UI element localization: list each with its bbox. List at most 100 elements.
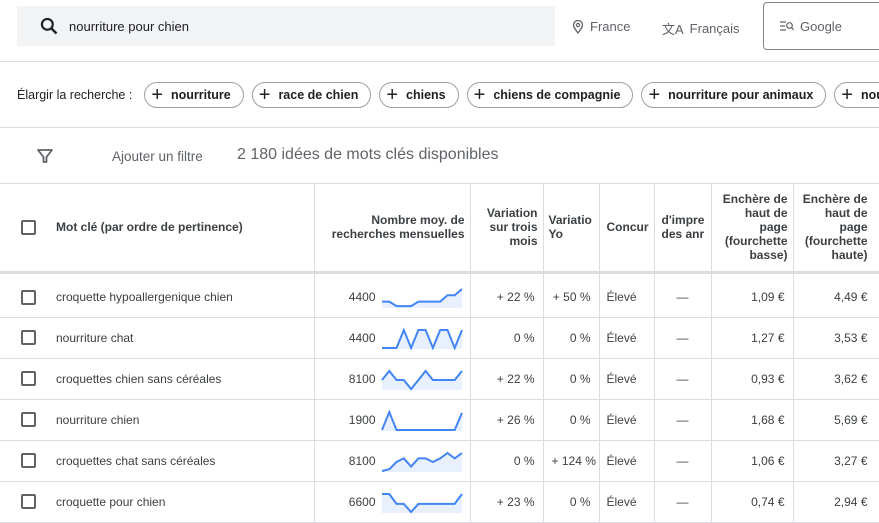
search-input[interactable]: nourriture pour chien	[17, 6, 555, 46]
broaden-chip[interactable]: + race de chien	[251, 81, 372, 108]
header-bid-low[interactable]: Enchère de haut de page (fourchette bass…	[711, 184, 794, 274]
three-month-change: + 26 %	[470, 399, 544, 441]
three-month-change: + 22 %	[470, 358, 544, 400]
language-selector[interactable]: 文A Français	[662, 19, 740, 38]
yoy-change: 0 %	[543, 481, 600, 523]
row-checkbox[interactable]	[0, 317, 46, 359]
table-row[interactable]: croquette hypoallergenique chien 4400 + 22…	[0, 272, 879, 318]
location-label: France	[590, 19, 631, 34]
sparkline-area	[381, 493, 462, 513]
impression-share: —	[654, 399, 712, 441]
keyword-cell[interactable]: croquette hypoallergenique chien	[46, 272, 315, 318]
header-yoy[interactable]: Variatio Yo	[543, 184, 600, 274]
header-keyword[interactable]: Mot clé (par ordre de pertinence)	[46, 184, 315, 274]
location-pin-icon	[572, 19, 584, 34]
row-checkbox[interactable]	[0, 272, 46, 318]
plus-icon: +	[386, 83, 399, 106]
bid-high: 3,53 €	[793, 317, 879, 359]
three-month-change: 0 %	[470, 317, 544, 359]
bid-high: 3,27 €	[793, 440, 879, 482]
keyword-cell[interactable]: croquettes chat sans céréales	[46, 440, 315, 482]
chip-label: nourriture	[171, 87, 231, 102]
broaden-chip[interactable]: + nourriture pour animaux	[641, 81, 827, 108]
volume-value: 6600	[348, 494, 376, 509]
trend-sparkline[interactable]	[381, 450, 463, 472]
network-selector[interactable]: Google	[763, 2, 879, 50]
translate-icon: 文A	[662, 22, 684, 37]
select-all-checkbox[interactable]	[0, 184, 46, 274]
plus-icon: +	[151, 83, 164, 106]
keyword-cell[interactable]: croquettes chien sans céréales	[46, 358, 315, 400]
sparkline-area	[381, 370, 462, 390]
keyword-cell[interactable]: nourriture chat	[46, 317, 315, 359]
three-month-change: 0 %	[470, 440, 544, 482]
trend-sparkline[interactable]	[381, 286, 463, 308]
trend-sparkline[interactable]	[380, 408, 463, 431]
search-network-icon	[780, 21, 794, 31]
table-row[interactable]: croquettes chien sans céréales 8100 + 22 %…	[0, 358, 879, 400]
broaden-chip[interactable]: + chiens	[379, 81, 459, 108]
sparkline-line	[381, 288, 463, 308]
volume-cell: 8100	[314, 358, 471, 400]
table-row[interactable]: croquette pour chien 6600 + 23 % 0 % Élevé —0…	[0, 481, 879, 523]
broaden-chip[interactable]: + chiens de compagnie	[466, 81, 634, 108]
yoy-change: 0 %	[543, 358, 600, 400]
trend-sparkline[interactable]	[380, 368, 463, 391]
volume-cell: 4400	[314, 317, 471, 359]
filter-icon[interactable]	[37, 148, 53, 164]
chip-label: chiens de compagnie	[493, 87, 621, 102]
plus-icon: +	[841, 83, 853, 106]
broaden-chip[interactable]: + nou	[834, 81, 879, 108]
sparkline-line	[380, 368, 463, 391]
volume-value: 8100	[348, 453, 376, 468]
bid-low: 1,06 €	[711, 440, 794, 482]
add-filter-button[interactable]: Ajouter un filtre	[112, 149, 203, 164]
sparkline-area	[381, 329, 462, 349]
row-checkbox[interactable]	[0, 481, 46, 523]
table-row[interactable]: nourriture chien 1900 + 26 % 0 % Élevé —1,68 …	[0, 399, 879, 441]
keyword-cell[interactable]: nourriture chien	[46, 399, 315, 441]
volume-value: 8100	[348, 371, 376, 386]
trend-sparkline[interactable]	[381, 491, 463, 513]
language-label: Français	[689, 21, 740, 36]
broaden-chip[interactable]: + nourriture	[144, 81, 244, 108]
table-header: Mot clé (par ordre de pertinence) Nombre…	[0, 184, 879, 274]
header-volume[interactable]: Nombre moy. de recherches mensuelles	[314, 184, 471, 274]
row-checkbox[interactable]	[0, 358, 46, 400]
network-label: Google	[800, 18, 842, 34]
header-competition[interactable]: Concur	[599, 184, 655, 274]
plus-icon: +	[473, 83, 486, 106]
bid-low: 1,68 €	[711, 399, 794, 441]
yoy-change: 0 %	[543, 399, 600, 441]
search-icon	[40, 17, 58, 35]
search-query: nourriture pour chien	[69, 18, 189, 34]
row-checkbox[interactable]	[0, 399, 46, 441]
competition: Élevé	[599, 399, 655, 441]
header-three-month[interactable]: Variation sur trois mois	[470, 184, 544, 274]
sparkline-area	[381, 289, 462, 308]
impression-share: —	[654, 481, 712, 523]
trend-sparkline[interactable]	[381, 326, 463, 351]
location-selector[interactable]: France	[572, 19, 630, 34]
keyword-table: Mot clé (par ordre de pertinence) Nombre…	[0, 184, 879, 523]
header-impression-share[interactable]: d'impre des anr	[654, 184, 712, 274]
chip-label: chiens	[406, 87, 446, 102]
impression-share: —	[654, 440, 712, 482]
table-row[interactable]: nourriture chat 4400 0 % 0 % Élevé —1,27 €3,5…	[0, 317, 879, 359]
impression-share: —	[654, 272, 712, 318]
three-month-change: + 23 %	[470, 481, 544, 523]
keyword-cell[interactable]: croquette pour chien	[46, 481, 315, 523]
volume-value: 4400	[348, 290, 376, 304]
competition: Élevé	[599, 272, 655, 318]
top-bar: nourriture pour chien France 文A Français…	[0, 0, 879, 62]
row-checkbox[interactable]	[0, 440, 46, 482]
table-row[interactable]: croquettes chat sans céréales 8100 0 % + 12…	[0, 440, 879, 482]
impression-share: —	[654, 317, 712, 359]
header-bid-high[interactable]: Enchère de haut de page (fourchette haut…	[793, 184, 879, 274]
volume-cell: 8100	[314, 440, 471, 482]
volume-value: 4400	[348, 330, 376, 345]
chip-label: nourriture pour animaux	[668, 87, 814, 102]
impression-share: —	[654, 358, 712, 400]
competition: Élevé	[599, 440, 655, 482]
plus-icon: +	[258, 83, 271, 106]
